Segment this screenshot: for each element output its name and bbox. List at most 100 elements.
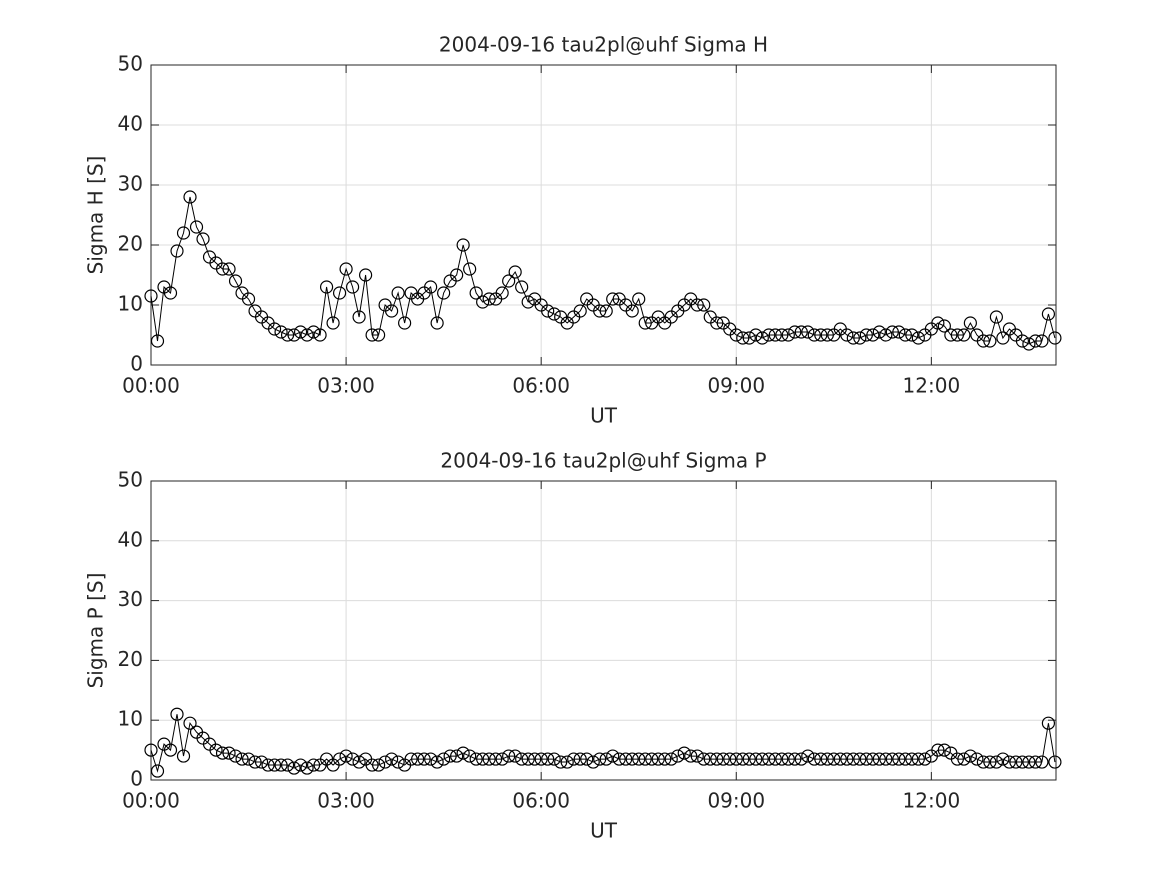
data-point — [482, 292, 496, 306]
plot-frame — [150, 480, 1057, 781]
data-point — [228, 274, 243, 288]
x-tick-label: 00:00 — [122, 374, 180, 398]
data-point — [385, 752, 399, 766]
data-point — [209, 743, 223, 757]
data-point — [1041, 307, 1056, 321]
data-point — [170, 707, 184, 721]
data-point — [495, 286, 509, 300]
y-tick-label: 10 — [118, 292, 143, 316]
plot-frame — [150, 64, 1057, 366]
data-point — [775, 328, 789, 342]
data-point — [781, 328, 795, 342]
data-point — [950, 328, 964, 342]
data-point — [619, 752, 633, 766]
data-point — [345, 752, 360, 766]
data-point — [866, 328, 880, 342]
data-point — [443, 749, 457, 763]
data-point — [189, 220, 204, 234]
data-point — [612, 752, 626, 766]
data-point — [645, 752, 659, 766]
y-tick-label: 0 — [130, 352, 143, 376]
data-point — [749, 752, 763, 766]
data-point — [736, 752, 750, 766]
data-point — [1048, 755, 1062, 769]
data-line — [150, 196, 1056, 345]
data-point — [755, 752, 769, 766]
data-point — [599, 752, 613, 766]
data-point — [859, 328, 873, 342]
data-point — [846, 752, 860, 766]
data-point — [606, 292, 620, 306]
data-point — [573, 752, 587, 766]
data-point — [807, 328, 821, 342]
data-point — [424, 752, 438, 766]
x-tick-label: 00:00 — [122, 789, 180, 813]
data-point — [716, 752, 730, 766]
data-point — [801, 325, 815, 339]
data-point — [807, 752, 821, 766]
data-point — [515, 752, 529, 766]
data-point — [911, 752, 925, 766]
data-point — [593, 752, 607, 766]
x-tick-label: 12:00 — [903, 374, 961, 398]
data-point — [319, 280, 334, 294]
data-point — [742, 752, 756, 766]
data-point — [963, 316, 977, 330]
x-tick-label: 03:00 — [317, 374, 375, 398]
data-point — [547, 307, 561, 321]
data-point — [144, 743, 158, 757]
data-point — [1028, 334, 1043, 348]
data-point — [398, 316, 412, 330]
x-axis-label: UT — [590, 404, 618, 428]
data-point — [963, 749, 977, 763]
y-tick-label: 40 — [118, 527, 143, 551]
data-point — [983, 755, 997, 769]
data-point — [541, 304, 555, 318]
data-point — [274, 758, 288, 772]
data-point — [352, 310, 366, 324]
data-point — [996, 331, 1010, 345]
data-point — [215, 262, 230, 276]
data-point — [846, 331, 860, 345]
data-point — [989, 310, 1003, 324]
data-point — [905, 328, 919, 342]
data-point — [482, 752, 496, 766]
data-point — [944, 328, 958, 342]
data-point — [417, 752, 431, 766]
data-point — [274, 325, 288, 339]
data-point — [144, 289, 158, 303]
x-tick-label: 12:00 — [903, 789, 961, 813]
data-point — [853, 331, 867, 345]
data-point — [365, 328, 379, 342]
data-point — [332, 752, 347, 766]
data-point — [833, 752, 847, 766]
data-point — [430, 755, 444, 769]
data-point — [820, 328, 834, 342]
data-point — [521, 295, 535, 309]
data-point — [385, 304, 399, 318]
data-point — [625, 752, 639, 766]
data-point — [404, 752, 418, 766]
data-point — [898, 752, 912, 766]
data-point — [1048, 331, 1062, 345]
data-point — [332, 286, 347, 300]
data-point — [534, 752, 548, 766]
data-point — [150, 764, 165, 778]
data-point — [768, 328, 782, 342]
y-tick-label: 30 — [118, 587, 143, 611]
data-point — [372, 758, 386, 772]
data-point — [365, 758, 379, 772]
data-point — [254, 755, 269, 769]
data-point — [937, 319, 951, 333]
data-point — [280, 758, 295, 772]
data-point — [352, 755, 366, 769]
data-point — [892, 752, 906, 766]
data-point — [306, 758, 321, 772]
data-point — [723, 752, 737, 766]
data-point — [515, 280, 529, 294]
data-point — [476, 752, 490, 766]
data-point — [677, 746, 691, 760]
data-point — [293, 758, 308, 772]
data-point — [554, 755, 568, 769]
data-point — [632, 292, 646, 306]
